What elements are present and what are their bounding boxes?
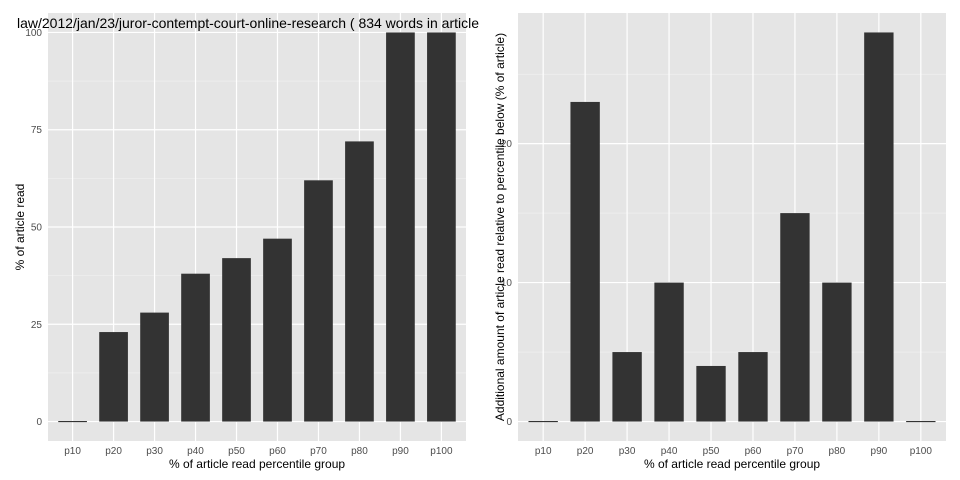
x-tick-label: p40	[187, 446, 204, 457]
x-tick-label: p60	[269, 446, 286, 457]
x-tick-label: p30	[619, 446, 636, 457]
y-tick-label: 25	[31, 320, 43, 331]
x-tick-label: p60	[745, 446, 762, 457]
x-tick-label: p20	[105, 446, 122, 457]
y-tick-label: 0	[506, 417, 512, 428]
bar	[427, 32, 456, 422]
bar	[99, 332, 128, 422]
x-tick-labels-left: p10 p20 p30 p40 p50 p60 p70 p80 p90 p100	[64, 446, 453, 457]
bar	[696, 365, 726, 422]
y-tick-label: 0	[36, 417, 42, 428]
x-tick-label: p80	[829, 446, 846, 457]
y-tick-label: 50	[31, 223, 43, 234]
bar	[304, 180, 333, 422]
x-tick-labels-right: p10 p20 p30 p40 p50 p60 p70 p80 p90 p100	[535, 446, 933, 457]
x-tick-label: p100	[430, 446, 453, 457]
y-tick-label: 75	[31, 125, 43, 136]
x-tick-label: p20	[577, 446, 594, 457]
bar	[822, 282, 852, 422]
y-tick-label: 10	[501, 278, 513, 289]
bar	[780, 213, 810, 422]
x-tick-label: p50	[228, 446, 245, 457]
y-tick-label: 20	[501, 139, 513, 150]
bar	[140, 312, 169, 422]
y-axis-title-left: % of article read	[13, 184, 27, 271]
x-tick-label: p10	[535, 446, 552, 457]
chart-right: 0 10 20 p10 p20 p30 p40 p50 p60 p70 p80 p90 p100 % …	[493, 13, 946, 471]
y-tick-label: 100	[25, 28, 42, 39]
bar	[263, 238, 292, 422]
bar	[386, 32, 415, 422]
x-tick-label: p10	[64, 446, 81, 457]
bar	[570, 101, 600, 422]
x-axis-title-right: % of article read percentile group	[644, 457, 820, 471]
x-tick-label: p90	[392, 446, 409, 457]
bar	[612, 352, 642, 422]
bars-right	[528, 32, 936, 423]
chart-title-left: law/2012/jan/23/juror-contempt-court-onl…	[17, 15, 479, 31]
x-tick-label: p80	[351, 446, 368, 457]
x-tick-label: p50	[703, 446, 720, 457]
x-tick-label: p70	[310, 446, 327, 457]
y-tick-labels-right: 0 10 20	[501, 139, 513, 428]
bar	[181, 273, 210, 422]
x-tick-label: p90	[871, 446, 888, 457]
bar	[345, 141, 374, 422]
bar	[864, 32, 894, 422]
x-axis-title-left: % of article read percentile group	[169, 457, 345, 471]
y-axis-title-right: Additional amount of article read relati…	[493, 33, 507, 421]
y-tick-labels-left: 0 25 50 75 100	[25, 28, 42, 428]
x-tick-label: p100	[910, 446, 933, 457]
x-tick-label: p30	[146, 446, 163, 457]
bar	[738, 352, 768, 422]
x-tick-label: p40	[661, 446, 678, 457]
bars-left	[58, 32, 456, 423]
bar	[222, 258, 251, 422]
bar	[654, 282, 684, 422]
x-tick-label: p70	[787, 446, 804, 457]
